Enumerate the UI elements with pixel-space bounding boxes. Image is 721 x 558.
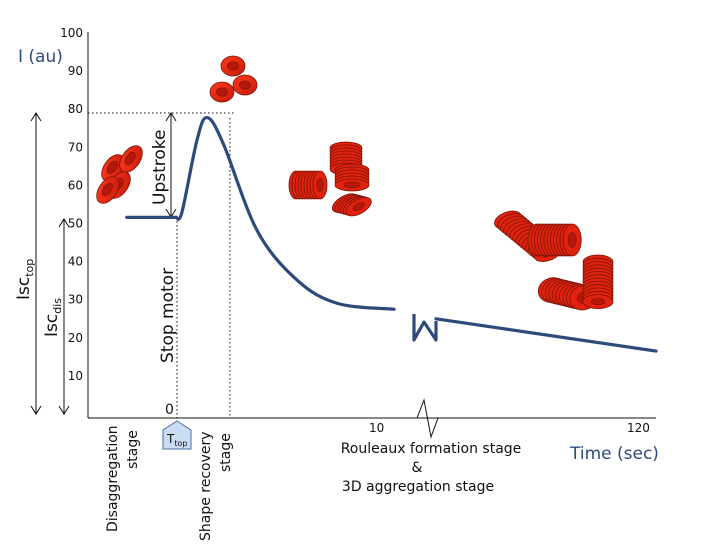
- x-axis-label: Time (sec): [569, 444, 659, 464]
- isc-dis-arrow: [58, 218, 70, 415]
- y-tick-100: 100: [60, 26, 83, 40]
- isc-top-arrow: [30, 112, 42, 415]
- stop-motor-label: Stop motor: [158, 268, 178, 363]
- isc-dis-label: Iscdis: [42, 298, 64, 337]
- series-line-after-break: [434, 317, 658, 353]
- x-axis-break: [416, 398, 439, 439]
- y-tick-90: 90: [68, 64, 83, 78]
- t-top-marker: Ttop: [162, 420, 192, 450]
- upstroke-label: Upstroke: [150, 130, 170, 205]
- x-tick-10: 10: [369, 421, 384, 435]
- y-tick-50: 50: [68, 217, 83, 231]
- y-tick-30: 30: [68, 293, 83, 307]
- y-zero-label: 0: [165, 402, 174, 418]
- rbc-single-cells: [209, 55, 258, 103]
- y-tick-80: 80: [68, 102, 83, 116]
- y-tick-70: 70: [68, 140, 83, 154]
- y-tick-labels: 10 20 30 40 50 60 70 80 90 100: [60, 26, 83, 383]
- rbc-rouleaux: [288, 141, 614, 311]
- y-tick-10: 10: [68, 369, 83, 383]
- y-tick-60: 60: [68, 178, 83, 192]
- y-tick-20: 20: [68, 331, 83, 345]
- stage-rouleaux-2: &: [412, 460, 423, 476]
- series-line-break-zigzag: [412, 314, 438, 342]
- stage-rouleaux-3: 3D aggregation stage: [342, 479, 494, 495]
- stage-disaggregation-2: stage: [125, 430, 141, 469]
- stage-disaggregation: Disaggregation: [105, 425, 121, 532]
- y-tick-40: 40: [68, 255, 83, 269]
- y-axis-label: I (au): [18, 47, 63, 67]
- stage-rouleaux-1: Rouleaux formation stage: [341, 441, 522, 457]
- stage-shape-recovery: Shape recovery: [198, 431, 214, 541]
- stage-shape-recovery-2: stage: [218, 433, 234, 472]
- isc-top-label: Isctop: [14, 259, 36, 300]
- svg-text:Ttop: Ttop: [166, 432, 187, 448]
- x-tick-120: 120: [627, 421, 650, 435]
- rbc-disaggregated-cells: [91, 141, 148, 208]
- series-line-before-break: [125, 116, 396, 311]
